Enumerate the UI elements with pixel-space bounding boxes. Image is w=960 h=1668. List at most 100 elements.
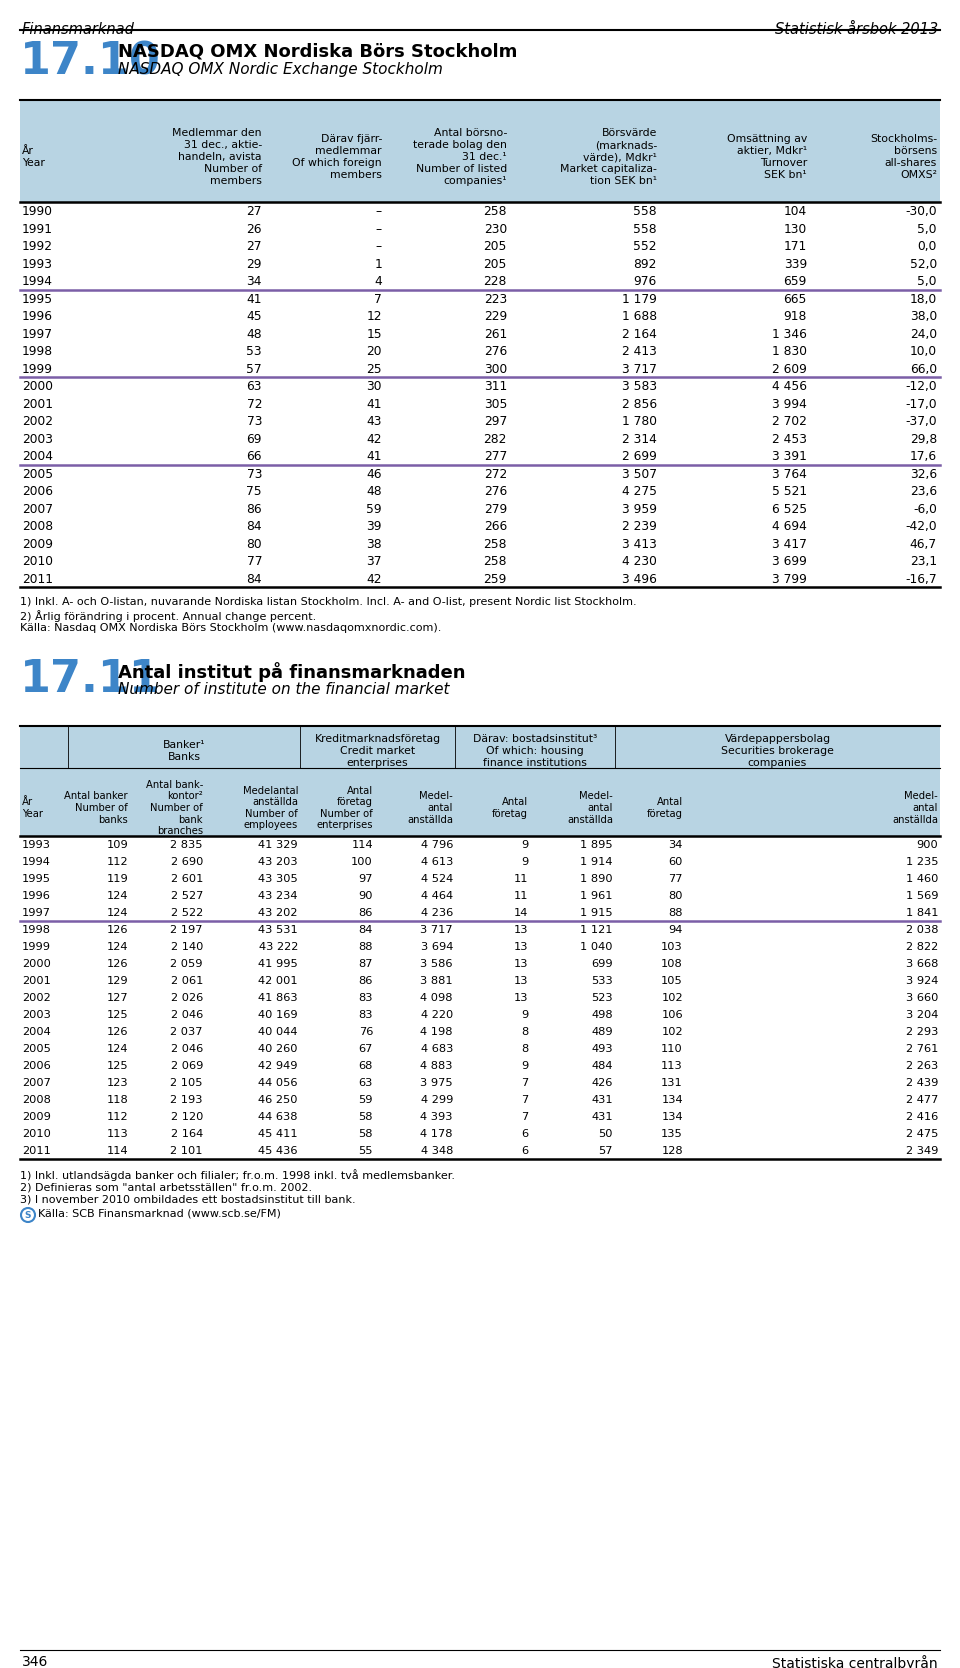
Text: 3 699: 3 699 bbox=[772, 555, 807, 569]
Text: 2 037: 2 037 bbox=[171, 1027, 203, 1037]
Text: 533: 533 bbox=[591, 976, 613, 986]
Text: 311: 311 bbox=[484, 380, 507, 394]
Text: 223: 223 bbox=[484, 292, 507, 305]
Text: 552: 552 bbox=[634, 240, 657, 254]
Text: 76: 76 bbox=[359, 1027, 373, 1037]
Text: 2011: 2011 bbox=[22, 572, 53, 585]
Text: 2 453: 2 453 bbox=[772, 432, 807, 445]
Text: 2 699: 2 699 bbox=[622, 450, 657, 464]
Text: 52,0: 52,0 bbox=[910, 257, 937, 270]
Text: 134: 134 bbox=[661, 1113, 683, 1123]
Text: 11: 11 bbox=[514, 891, 528, 901]
Text: 41: 41 bbox=[247, 292, 262, 305]
Text: 43 305: 43 305 bbox=[258, 874, 298, 884]
Text: 2 349: 2 349 bbox=[905, 1146, 938, 1156]
Text: 4 883: 4 883 bbox=[420, 1061, 453, 1071]
Text: 4 694: 4 694 bbox=[772, 520, 807, 534]
Text: 5,0: 5,0 bbox=[918, 275, 937, 289]
Text: 27: 27 bbox=[247, 205, 262, 219]
Text: 1994: 1994 bbox=[22, 275, 53, 289]
Text: 125: 125 bbox=[107, 1061, 128, 1071]
Text: 42 949: 42 949 bbox=[258, 1061, 298, 1071]
Text: 1 890: 1 890 bbox=[581, 874, 613, 884]
Text: 1) Inkl. A- och O-listan, nuvarande Nordiska listan Stockholm. Incl. A- and O-li: 1) Inkl. A- och O-listan, nuvarande Nord… bbox=[20, 597, 636, 607]
Text: 2 164: 2 164 bbox=[622, 327, 657, 340]
Text: 4 230: 4 230 bbox=[622, 555, 657, 569]
Text: 45: 45 bbox=[247, 310, 262, 324]
Text: 42 001: 42 001 bbox=[258, 976, 298, 986]
Text: 34: 34 bbox=[247, 275, 262, 289]
Text: 2 522: 2 522 bbox=[171, 909, 203, 919]
Text: 266: 266 bbox=[484, 520, 507, 534]
Text: 45 436: 45 436 bbox=[258, 1146, 298, 1156]
Text: 67: 67 bbox=[359, 1044, 373, 1054]
Text: 3 717: 3 717 bbox=[420, 926, 453, 936]
Text: 17,6: 17,6 bbox=[910, 450, 937, 464]
Text: 1 569: 1 569 bbox=[905, 891, 938, 901]
Text: 29: 29 bbox=[247, 257, 262, 270]
Text: 229: 229 bbox=[484, 310, 507, 324]
Text: 32,6: 32,6 bbox=[910, 467, 937, 480]
Text: 84: 84 bbox=[247, 572, 262, 585]
Text: 2002: 2002 bbox=[22, 415, 53, 429]
Text: 0,0: 0,0 bbox=[918, 240, 937, 254]
Text: 205: 205 bbox=[484, 240, 507, 254]
Text: 8: 8 bbox=[520, 1027, 528, 1037]
Text: 2003: 2003 bbox=[22, 432, 53, 445]
Text: 5,0: 5,0 bbox=[918, 222, 937, 235]
Text: 113: 113 bbox=[661, 1061, 683, 1071]
Text: 1 121: 1 121 bbox=[581, 926, 613, 936]
Text: 1 460: 1 460 bbox=[905, 874, 938, 884]
Text: 102: 102 bbox=[661, 1027, 683, 1037]
Text: 43 531: 43 531 bbox=[258, 926, 298, 936]
Text: 2 439: 2 439 bbox=[905, 1078, 938, 1088]
Text: 6 525: 6 525 bbox=[772, 502, 807, 515]
Text: 2 120: 2 120 bbox=[171, 1113, 203, 1123]
Text: -17,0: -17,0 bbox=[905, 397, 937, 410]
Text: 431: 431 bbox=[591, 1113, 613, 1123]
Text: 4 796: 4 796 bbox=[420, 841, 453, 851]
Text: 86: 86 bbox=[359, 909, 373, 919]
Text: 25: 25 bbox=[367, 362, 382, 375]
Text: 3 496: 3 496 bbox=[622, 572, 657, 585]
Text: 1998: 1998 bbox=[22, 926, 51, 936]
Text: 34: 34 bbox=[668, 841, 683, 851]
Text: 45 411: 45 411 bbox=[258, 1129, 298, 1139]
Text: 88: 88 bbox=[358, 942, 373, 952]
Text: 29,8: 29,8 bbox=[910, 432, 937, 445]
Text: 4 456: 4 456 bbox=[772, 380, 807, 394]
Text: 2007: 2007 bbox=[22, 1078, 51, 1088]
Text: 9: 9 bbox=[520, 857, 528, 867]
Text: 1 830: 1 830 bbox=[772, 345, 807, 359]
Text: 38: 38 bbox=[367, 537, 382, 550]
Text: Number of institute on the financial market: Number of institute on the financial mar… bbox=[118, 682, 449, 697]
Text: 135: 135 bbox=[661, 1129, 683, 1139]
Text: 41: 41 bbox=[367, 397, 382, 410]
Text: 1991: 1991 bbox=[22, 222, 53, 235]
Text: 2000: 2000 bbox=[22, 380, 53, 394]
Text: 4 613: 4 613 bbox=[420, 857, 453, 867]
Text: 26: 26 bbox=[247, 222, 262, 235]
Text: 1 040: 1 040 bbox=[581, 942, 613, 952]
Text: 3 413: 3 413 bbox=[622, 537, 657, 550]
Text: Kreditmarknadsföretag
Credit market
enterprises: Kreditmarknadsföretag Credit market ente… bbox=[315, 734, 441, 767]
Text: 3 507: 3 507 bbox=[622, 467, 657, 480]
Text: 558: 558 bbox=[634, 205, 657, 219]
Text: 90: 90 bbox=[358, 891, 373, 901]
Text: 77: 77 bbox=[247, 555, 262, 569]
Text: Källa: Nasdaq OMX Nordiska Börs Stockholm (www.nasdaqomxnordic.com).: Källa: Nasdaq OMX Nordiska Börs Stockhol… bbox=[20, 624, 442, 632]
Text: 9: 9 bbox=[520, 1061, 528, 1071]
Text: 1994: 1994 bbox=[22, 857, 51, 867]
Text: 124: 124 bbox=[107, 942, 128, 952]
Text: 2008: 2008 bbox=[22, 520, 53, 534]
Text: 1 780: 1 780 bbox=[622, 415, 657, 429]
Text: -37,0: -37,0 bbox=[905, 415, 937, 429]
Text: 976: 976 bbox=[634, 275, 657, 289]
Text: 130: 130 bbox=[783, 222, 807, 235]
Text: 3 660: 3 660 bbox=[905, 994, 938, 1004]
Text: 106: 106 bbox=[661, 1011, 683, 1021]
Text: 42: 42 bbox=[367, 572, 382, 585]
Text: 3 764: 3 764 bbox=[772, 467, 807, 480]
Text: 59: 59 bbox=[367, 502, 382, 515]
Text: 125: 125 bbox=[107, 1011, 128, 1021]
